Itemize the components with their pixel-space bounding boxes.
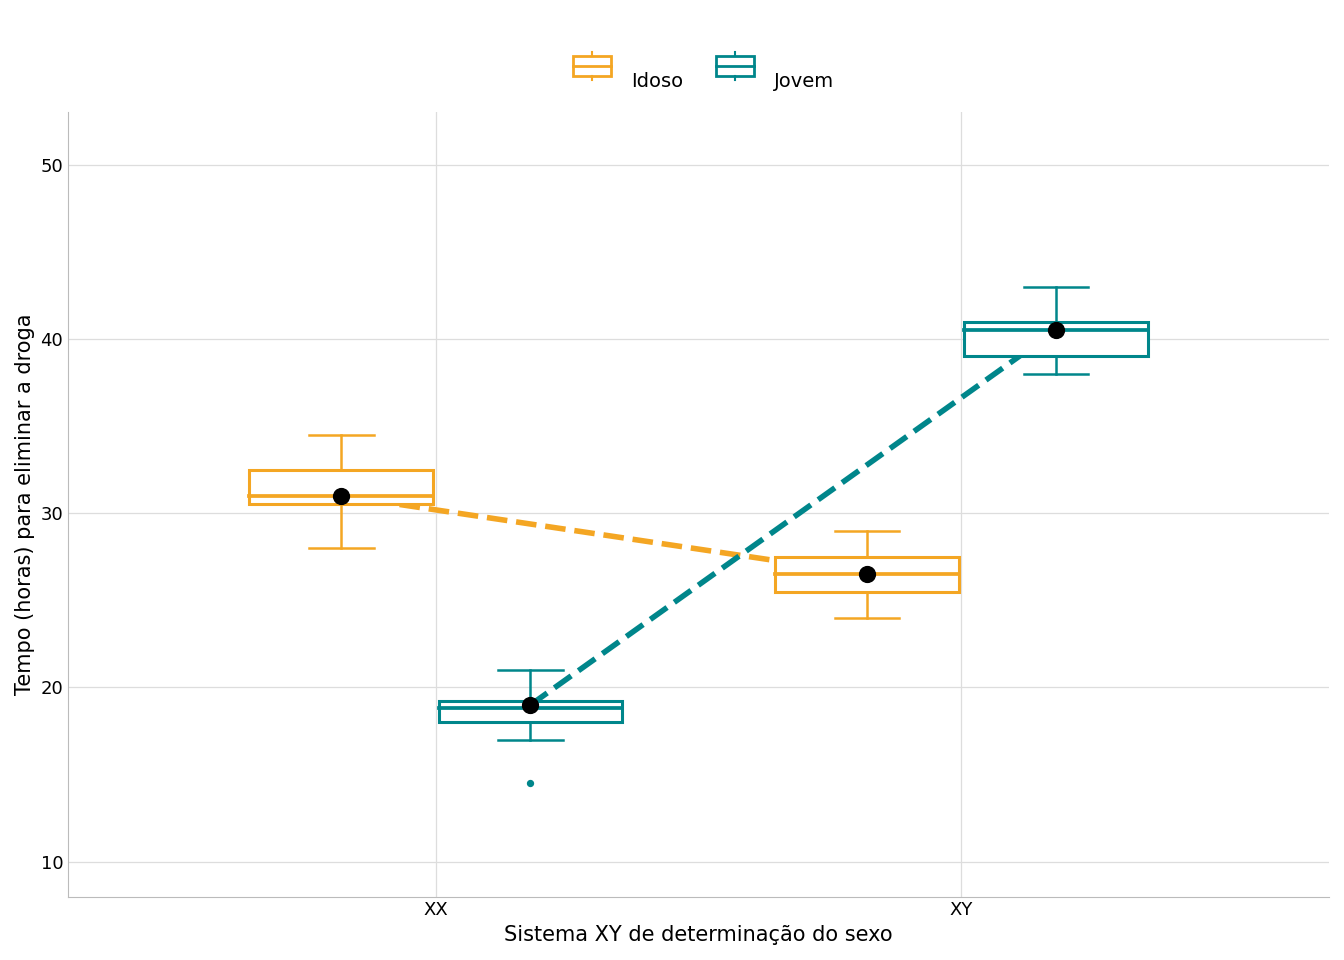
Y-axis label: Tempo (horas) para eliminar a droga: Tempo (horas) para eliminar a droga [15, 314, 35, 695]
Legend: Idoso, Jovem: Idoso, Jovem [555, 60, 843, 103]
Point [856, 566, 878, 582]
Point [331, 488, 352, 503]
Point [520, 776, 542, 791]
Bar [438, 702, 622, 722]
X-axis label: Sistema XY de determinação do sexo: Sistema XY de determinação do sexo [504, 925, 892, 945]
Point [1046, 323, 1067, 338]
Point [520, 697, 542, 712]
Bar [250, 469, 433, 505]
Bar [774, 557, 958, 591]
Bar [964, 322, 1148, 356]
